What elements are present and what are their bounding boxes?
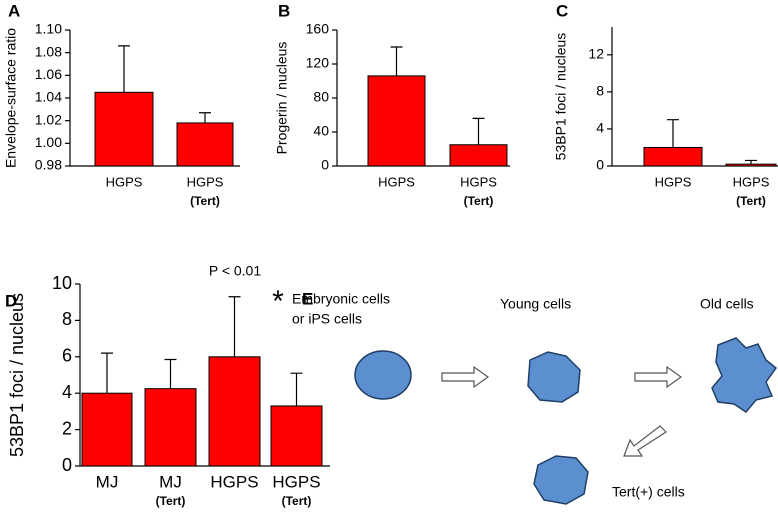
annotation: * <box>272 285 284 318</box>
y-axis-label: Envelope-surface ratio <box>3 28 19 168</box>
y-tick-label: 8 <box>596 83 604 99</box>
bar <box>449 144 508 167</box>
panel-label: D <box>5 291 17 310</box>
error-bar <box>228 296 241 357</box>
x-tick-label: MJ <box>159 472 182 491</box>
y-tick-label: 160 <box>306 21 330 37</box>
y-axis-label: 53BP1 foci / nucleus <box>7 293 27 457</box>
panel-label: B <box>278 1 290 20</box>
annotation: P < 0.01 <box>209 263 262 279</box>
x-tick-label: MJ <box>96 472 119 491</box>
panel-label: A <box>8 1 20 20</box>
cell <box>533 455 589 505</box>
x-tick-label: HGPS <box>187 174 224 189</box>
error-bar <box>101 352 113 394</box>
cells <box>354 337 778 505</box>
bar <box>144 388 197 467</box>
x-tick-label: HGPS <box>733 174 770 189</box>
x-tick-sublabel: (Tert) <box>736 194 766 208</box>
error-bar <box>164 358 177 389</box>
x-tick-label: HGPS <box>106 174 143 189</box>
x-tick-sublabel: (Tert) <box>464 194 494 208</box>
y-tick-label: 1.10 <box>35 21 62 37</box>
y-axis-label: 53BP1 foci / nucleus <box>553 33 569 161</box>
x-tick-label: HGPS <box>272 472 320 491</box>
bar <box>725 163 777 167</box>
arrow <box>623 425 667 457</box>
x-tick-label: HGPS <box>460 174 497 189</box>
y-tick-label: 1.04 <box>35 89 62 105</box>
y-tick-label: 0.98 <box>35 157 62 173</box>
arrow <box>441 365 490 389</box>
panel-label: C <box>556 1 568 20</box>
y-axis-label: Progerin / nucleus <box>274 42 290 155</box>
node-label: or iPS cells <box>292 311 362 327</box>
y-tick-label: 1.02 <box>35 111 62 127</box>
y-tick-label: 2 <box>62 418 72 438</box>
bar <box>270 405 323 467</box>
y-tick-label: 4 <box>62 382 72 402</box>
x-tick-sublabel: (Tert) <box>156 494 186 508</box>
bar <box>176 122 234 167</box>
node-label: Young cells <box>500 296 571 312</box>
node-label: Old cells <box>700 296 754 312</box>
y-tick-label: 10 <box>52 273 72 293</box>
x-tick-sublabel: (Tert) <box>190 194 220 208</box>
y-tick-label: 120 <box>306 55 330 71</box>
y-tick-label: 6 <box>62 346 72 366</box>
bar <box>81 392 133 467</box>
y-tick-label: 1.08 <box>35 43 62 59</box>
y-tick-label: 0 <box>321 157 329 173</box>
error-bar <box>290 372 303 406</box>
bar <box>94 91 154 167</box>
error-bar <box>118 45 130 93</box>
y-tick-label: 8 <box>62 309 72 329</box>
cell <box>527 351 581 403</box>
y-tick-label: 1.06 <box>35 66 62 82</box>
y-tick-label: 0 <box>596 157 604 173</box>
y-tick-label: 80 <box>313 89 329 105</box>
x-tick-label: HGPS <box>378 174 415 189</box>
error-bar <box>667 119 679 148</box>
error-bar <box>199 112 211 123</box>
node-label: Tert(+) cells <box>612 484 685 500</box>
cell <box>354 350 412 400</box>
x-tick-label: HGPS <box>210 472 258 491</box>
error-bar <box>390 46 403 76</box>
cell <box>711 337 778 413</box>
panel-label: E <box>302 289 313 308</box>
bar <box>208 356 261 467</box>
node-label: Embryonic cells <box>292 291 390 307</box>
arrows <box>441 365 683 457</box>
y-tick-label: 0 <box>62 455 72 475</box>
error-bar <box>745 159 757 165</box>
bar <box>367 75 426 167</box>
x-tick-label: HGPS <box>655 174 692 189</box>
y-tick-label: 40 <box>313 123 329 139</box>
x-tick-sublabel: (Tert) <box>282 494 312 508</box>
arrow <box>634 365 683 389</box>
y-tick-label: 4 <box>596 120 604 136</box>
y-tick-label: 12 <box>588 46 604 62</box>
y-tick-label: 1.00 <box>35 134 62 150</box>
error-bar <box>472 117 485 145</box>
bar <box>643 146 703 167</box>
